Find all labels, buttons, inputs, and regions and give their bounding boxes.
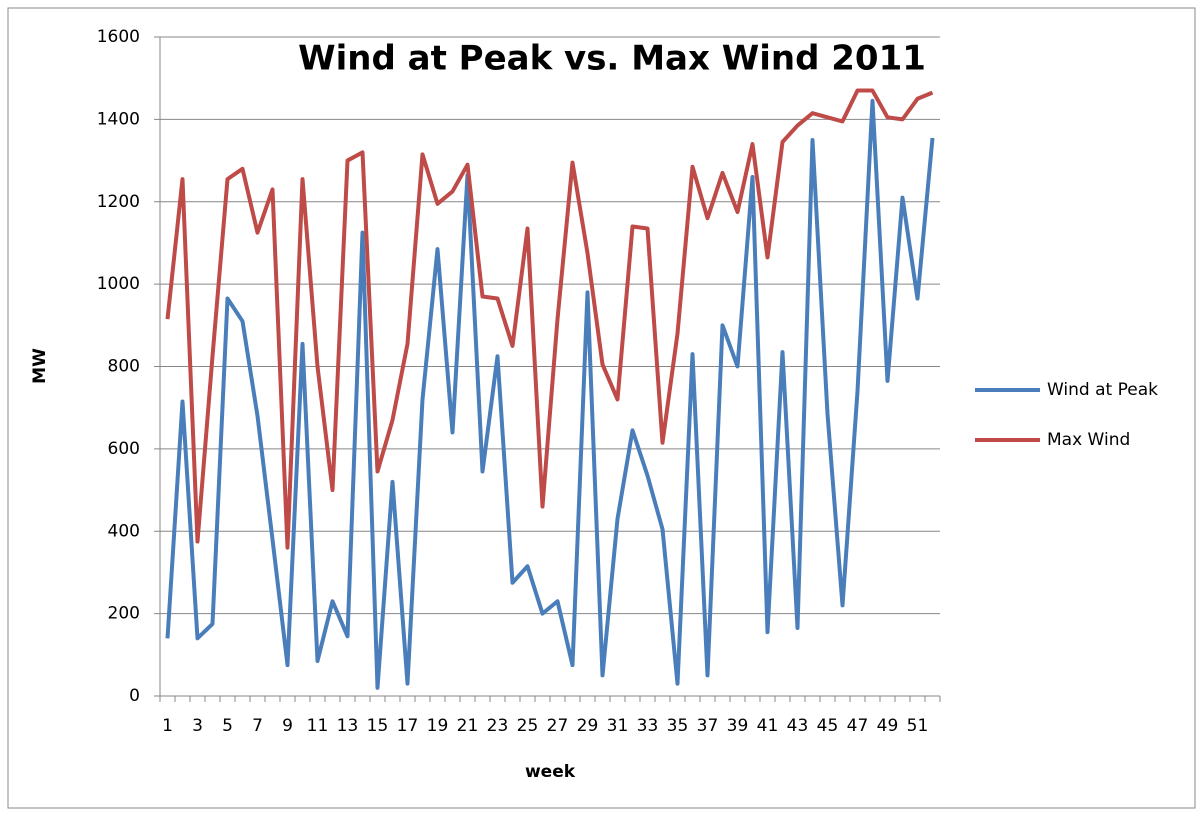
x-tick-label: 49 xyxy=(877,716,899,736)
y-axis-label: MW xyxy=(30,348,50,384)
x-tick-label: 45 xyxy=(817,716,839,736)
legend-label: Wind at Peak xyxy=(1047,380,1158,400)
x-tick-label: 25 xyxy=(517,716,539,736)
x-tick-label: 9 xyxy=(282,716,293,736)
y-tick-label: 1400 xyxy=(97,109,140,129)
x-tick-label: 31 xyxy=(607,716,629,736)
x-tick-label: 17 xyxy=(397,716,419,736)
x-tick-label: 7 xyxy=(252,716,263,736)
x-tick-label: 5 xyxy=(222,716,233,736)
legend-label: Max Wind xyxy=(1047,430,1130,450)
x-tick-label: 3 xyxy=(192,716,203,736)
x-tick-label: 33 xyxy=(637,716,659,736)
x-tick-label: 21 xyxy=(457,716,479,736)
x-tick-label: 47 xyxy=(847,716,869,736)
chart-title: Wind at Peak vs. Max Wind 2011 xyxy=(298,39,926,79)
y-tick-label: 400 xyxy=(108,521,140,541)
y-tick-label: 800 xyxy=(108,357,140,377)
y-tick-label: 0 xyxy=(129,686,140,706)
y-tick-label: 1200 xyxy=(97,192,140,212)
series-line xyxy=(165,98,935,690)
x-tick-label: 51 xyxy=(907,716,929,736)
y-tick-label: 1000 xyxy=(97,274,140,294)
x-tick-label: 39 xyxy=(727,716,749,736)
y-tick-label: 1600 xyxy=(97,27,140,47)
x-tick-label: 15 xyxy=(367,716,389,736)
y-tick-label: 200 xyxy=(108,604,140,624)
x-tick-label: 23 xyxy=(487,716,509,736)
x-tick-label: 27 xyxy=(547,716,569,736)
x-tick-label: 11 xyxy=(307,716,329,736)
x-tick-label: 37 xyxy=(697,716,719,736)
x-tick-label: 13 xyxy=(337,716,359,736)
x-tick-label: 35 xyxy=(667,716,689,736)
x-tick-label: 43 xyxy=(787,716,809,736)
x-tick-label: 19 xyxy=(427,716,449,736)
x-tick-label: 29 xyxy=(577,716,599,736)
x-tick-label: 41 xyxy=(757,716,779,736)
y-tick-label: 600 xyxy=(108,439,140,459)
x-tick-label: 1 xyxy=(162,716,173,736)
series-line xyxy=(165,88,934,550)
chart-border xyxy=(7,7,1196,809)
x-axis-label: week xyxy=(525,762,576,782)
